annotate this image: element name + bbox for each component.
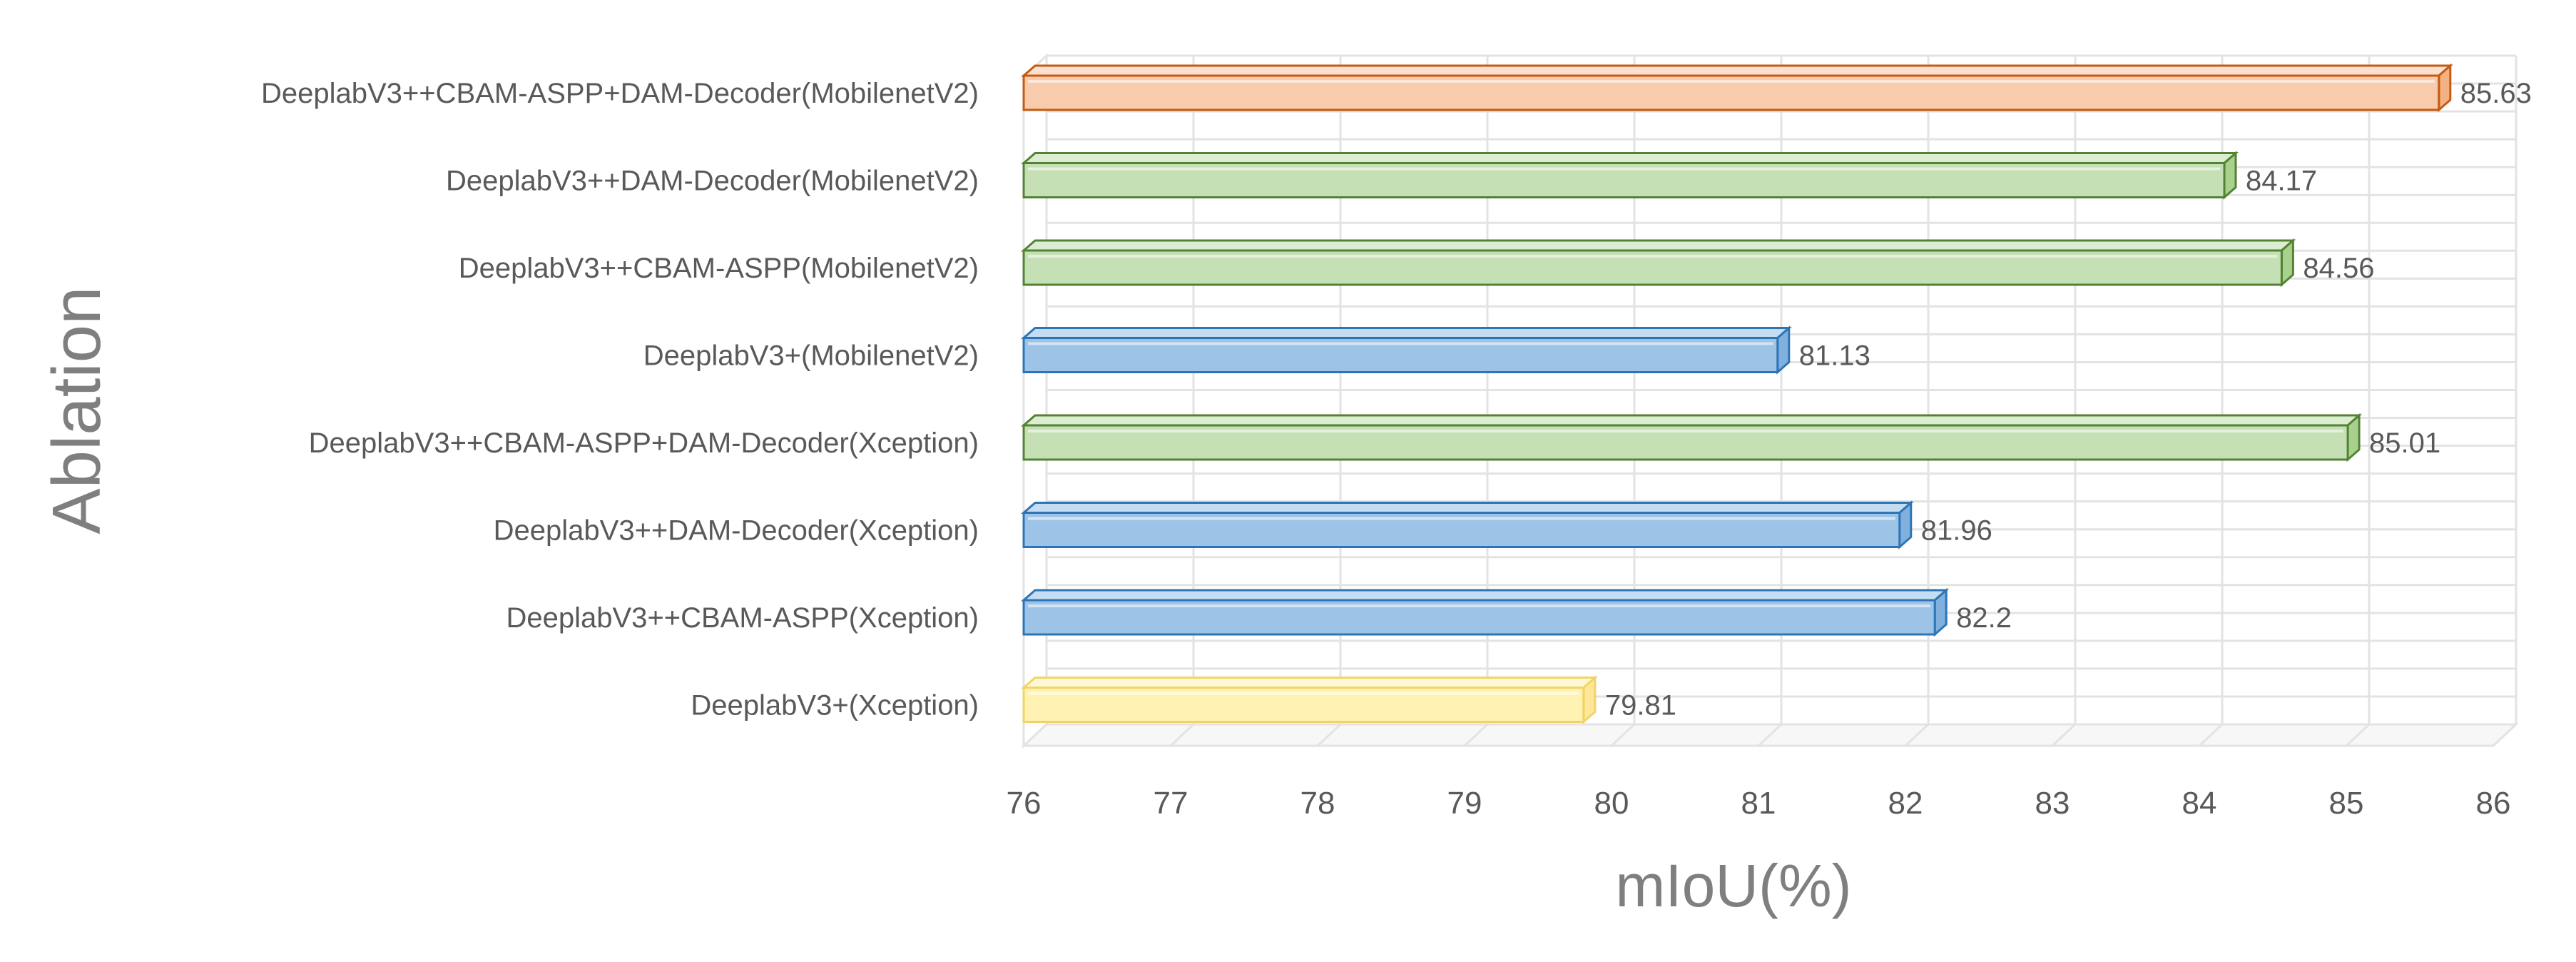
floor-gridline	[1463, 723, 1489, 747]
x-tick-label: 78	[1300, 786, 1335, 821]
category-label: DeeplabV3++CBAM-ASPP(Xception)	[506, 602, 979, 634]
x-tick-label: 77	[1154, 786, 1188, 821]
category-label: DeeplabV3++DAM-Decoder(Xception)	[494, 515, 979, 547]
bar	[1021, 587, 1950, 637]
data-label: 81.96	[1921, 515, 1992, 547]
bar	[1021, 412, 2363, 462]
bars	[1021, 63, 2453, 724]
x-tick-label: 82	[1888, 786, 1923, 821]
data-labels: 85.63 84.17 84.56 81.13 85.01 81.96 82.2 79.81	[1605, 78, 2532, 722]
data-label: 84.56	[2303, 253, 2374, 284]
floor-gridline	[2492, 723, 2518, 747]
x-tick-label: 81	[1741, 786, 1776, 821]
floor-gridline	[2345, 723, 2371, 747]
bar	[1021, 238, 2296, 288]
x-axis-ticks: 76 77 78 79 80 81 82 83 84 85 86	[1007, 786, 2511, 821]
floor-gridline	[1169, 723, 1195, 747]
bar	[1021, 325, 1792, 375]
bar-top-face	[1021, 239, 2296, 252]
floor-gridline	[1757, 723, 1783, 747]
x-tick-label: 83	[2035, 786, 2070, 821]
bar	[1021, 63, 2453, 113]
floor-gridline	[1316, 723, 1342, 747]
floor-gridline	[1904, 723, 1930, 747]
bar	[1021, 675, 1598, 724]
bar-top-face	[1021, 502, 1914, 514]
data-label: 81.13	[1799, 340, 1870, 372]
bar-top-face	[1021, 64, 2453, 77]
bar-top-face	[1021, 677, 1598, 689]
data-label: 79.81	[1605, 690, 1676, 722]
bar	[1021, 500, 1914, 550]
bar-top-face	[1021, 589, 1950, 602]
data-label: 85.01	[2369, 427, 2440, 459]
x-tick-label: 80	[1594, 786, 1629, 821]
category-label: DeeplabV3++CBAM-ASPP+DAM-Decoder(Mobilen…	[261, 78, 979, 109]
x-tick-label: 79	[1447, 786, 1482, 821]
floor-gridline	[2051, 723, 2077, 747]
data-label: 82.2	[1956, 602, 2012, 634]
x-tick-label: 76	[1007, 786, 1042, 821]
category-label: DeeplabV3++CBAM-ASPP(MobilenetV2)	[459, 253, 979, 284]
x-tick-label: 86	[2476, 786, 2511, 821]
category-label: DeeplabV3+(Xception)	[691, 690, 979, 722]
data-label: 84.17	[2246, 166, 2317, 197]
x-tick-label: 84	[2182, 786, 2217, 821]
floor-gridline	[1022, 723, 1048, 747]
bar-top-face	[1021, 152, 2239, 164]
floor-gridline	[1610, 723, 1636, 747]
data-label: 85.63	[2460, 78, 2532, 109]
category-labels: DeeplabV3++CBAM-ASPP+DAM-Decoder(Mobilen…	[261, 78, 979, 722]
bar	[1021, 151, 2239, 200]
category-label: DeeplabV3++CBAM-ASPP+DAM-Decoder(Xceptio…	[309, 427, 979, 459]
category-label: DeeplabV3+(MobilenetV2)	[643, 340, 979, 372]
floor-gridline	[2198, 723, 2224, 747]
x-tick-label: 85	[2329, 786, 2364, 821]
y-axis-title: Ablation	[39, 287, 115, 535]
category-label: DeeplabV3++DAM-Decoder(MobilenetV2)	[446, 166, 979, 197]
bar-top-face	[1021, 327, 1792, 339]
bar-top-face	[1021, 414, 2363, 427]
x-axis-title: mIoU(%)	[1615, 852, 1851, 919]
